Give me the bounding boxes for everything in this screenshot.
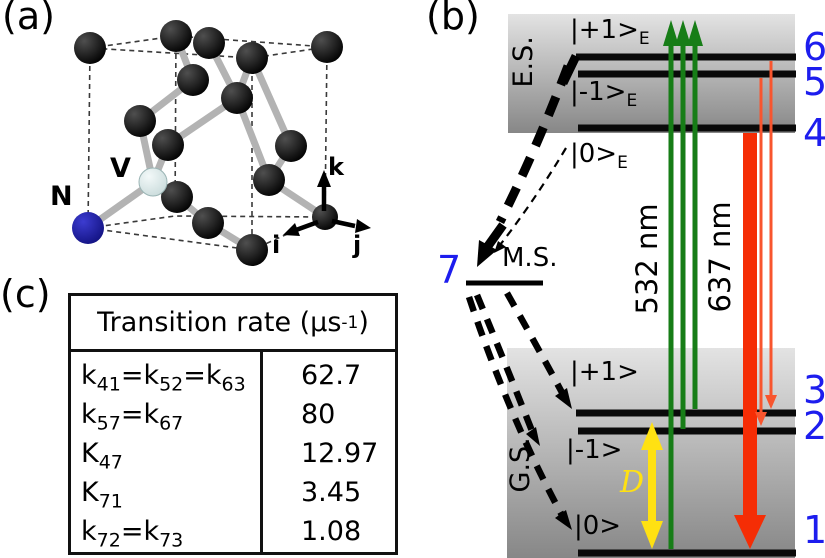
energy-level-diagram (465, 14, 796, 558)
gs-zero-ket: |0> (574, 511, 622, 541)
transition-rate-table-header: Transition rate (μs -1) (71, 296, 395, 352)
panel-a-label: (a) (2, 0, 55, 38)
crystal-axes (295, 184, 356, 233)
ms-to-level1-arrowhead-icon (555, 510, 572, 530)
emission-arrowhead-5-2-icon (755, 412, 767, 426)
level-number-2: 2 (803, 404, 825, 448)
es-zero-ket-text: |0> (570, 139, 618, 169)
splitting-arrowhead-up-icon (641, 422, 663, 450)
rate-label: k41=k52=k63 (81, 360, 246, 396)
isc-es-to-ms-arrowhead-icon (477, 240, 497, 267)
zero-field-splitting-label: D (620, 465, 645, 500)
nitrogen-atom (72, 212, 104, 244)
panel-b-label: (b) (426, 0, 480, 38)
vacancy-atom (138, 167, 168, 197)
i-axis-arrowhead-icon (283, 223, 300, 236)
transition-rate-table: Transition rate (μs -1) k41=k52=k63 k57=k6… (68, 293, 398, 555)
zero-field-splitting-arrow (641, 422, 663, 549)
level-number-3: 3 (803, 368, 825, 412)
ms-to-level2-dashed-path (473, 293, 538, 438)
rate-table-labels: k41=k52=k63 k57=k67 K47 K71 k72=k73 (71, 352, 263, 552)
crystal-axes-arrowheads (283, 170, 371, 236)
gs-minus1-ket: |-1> (566, 435, 623, 465)
rate-value: 80 (301, 399, 336, 430)
rate-value: 3.45 (301, 477, 362, 508)
rate-label: k72=k73 (81, 516, 184, 552)
ms-to-level1-dashed-path (465, 295, 567, 521)
ms-to-level3-dashed-path (504, 291, 569, 402)
j-axis-arrowhead-icon (355, 219, 371, 233)
rate-header-sup: -1 (341, 312, 359, 333)
rate-value: 62.7 (301, 360, 362, 391)
es-minus1-ket-sub: E (626, 91, 638, 112)
isc-es-to-ms-arrow-shaft (484, 222, 507, 249)
excitation-arrows-532nm (663, 20, 703, 549)
level-number-5: 5 (803, 60, 825, 104)
panel-c-label: (c) (0, 272, 51, 316)
es-plus1-ket: |+1>E (570, 16, 650, 49)
emission-arrows-637nm (734, 61, 777, 549)
rate-value: 1.08 (301, 516, 362, 547)
rate-header-post: ) (358, 307, 369, 338)
level-number-7: 7 (437, 248, 462, 292)
es-zero-ket-sub: E (617, 153, 628, 174)
k-axis-arrowhead-icon (317, 170, 331, 187)
emission-wavelength-label: 637 nm (703, 201, 738, 313)
rate-label: k57=k67 (81, 399, 184, 435)
rate-label: K47 (81, 438, 123, 474)
excitation-arrowhead-1-icon (663, 20, 679, 46)
rate-header-pre: Transition rate (μs (97, 307, 342, 338)
j-axis-arrow (331, 218, 356, 229)
es-plus1-ket-sub: E (638, 29, 650, 50)
level-number-4: 4 (803, 111, 825, 155)
ground-state-label: G.S. (505, 437, 537, 493)
i-axis-label: i (272, 231, 281, 259)
gs-plus1-ket: |+1> (570, 357, 639, 387)
isc-es-to-ms-dashed-path (495, 64, 573, 225)
crystal-structure (72, 20, 371, 266)
es-zero-ket: |0>E (570, 140, 628, 173)
j-axis-label: j (353, 231, 362, 259)
k-axis-label: k (328, 153, 344, 181)
metastable-state-label: M.S. (502, 243, 558, 273)
level-number-6: 6 (803, 25, 825, 69)
emission-arrowhead-4-1-icon (734, 515, 766, 549)
excitation-arrowhead-3-icon (687, 20, 703, 46)
emission-arrowhead-6-3-icon (765, 395, 777, 409)
rate-table-values: 62.7 80 12.97 3.45 1.08 (263, 352, 395, 552)
rate-value: 12.97 (301, 438, 379, 469)
level-number-1: 1 (803, 508, 825, 552)
transition-rate-table-body: k41=k52=k63 k57=k67 K47 K71 k72=k73 62.7 80 12… (71, 352, 395, 552)
isc-es0-to-ms-dashed-path (499, 147, 567, 246)
es-minus1-ket-text: |-1> (570, 77, 627, 107)
excitation-arrowhead-2-icon (675, 20, 691, 46)
excited-state-label: E.S. (508, 36, 540, 88)
nitrogen-label: N (50, 181, 73, 212)
vacancy-label: V (110, 153, 131, 184)
rate-label: K71 (81, 477, 123, 513)
carbon-atoms (74, 20, 343, 266)
splitting-arrowhead-down-icon (641, 521, 663, 549)
es-plus1-ket-text: |+1> (570, 15, 639, 45)
i-axis-arrow (295, 219, 319, 233)
ms-to-level2-arrowhead-icon (526, 427, 540, 446)
isc-es0-to-ms-arrowhead-icon (494, 241, 506, 253)
excitation-wavelength-label: 532 nm (630, 203, 665, 315)
ms-to-level3-arrowhead-icon (555, 388, 572, 409)
es-minus1-ket: |-1>E (570, 78, 637, 111)
